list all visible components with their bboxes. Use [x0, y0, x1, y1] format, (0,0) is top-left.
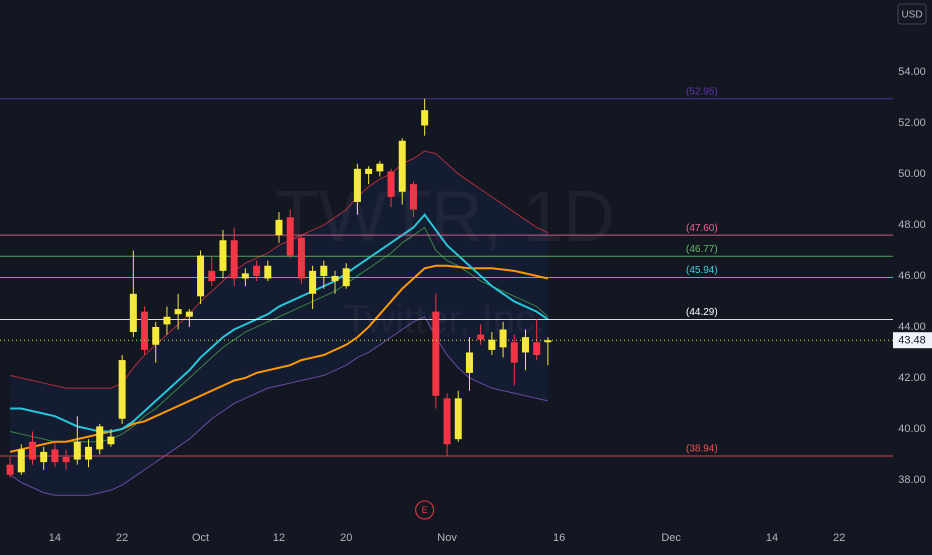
x-tick-label: 22: [116, 532, 128, 544]
candle-body: [309, 270, 317, 294]
candle-body: [264, 265, 272, 279]
candle-body: [421, 110, 429, 126]
candle-body: [510, 342, 518, 363]
y-tick-label: 42.00: [898, 372, 926, 384]
candle-body: [174, 309, 182, 315]
candle-body: [197, 255, 205, 297]
candle-body: [320, 265, 328, 276]
candle-body: [6, 464, 14, 475]
x-tick-label: Dec: [661, 532, 681, 544]
candle-body: [51, 449, 59, 463]
x-tick-label: 14: [49, 532, 61, 544]
candle-body: [297, 237, 305, 279]
candle-body: [499, 329, 507, 348]
x-tick-label: 22: [833, 532, 845, 544]
candle-body: [219, 240, 227, 271]
candle-body: [331, 275, 339, 282]
x-tick-label: 16: [553, 532, 565, 544]
indicator-line: [9, 316, 549, 496]
candle-body: [85, 446, 93, 460]
level-label: (52.95): [686, 86, 718, 97]
candle-body: [342, 268, 350, 287]
candle-body: [118, 360, 126, 419]
level-label: (45.94): [686, 265, 718, 276]
candle-body: [465, 352, 473, 373]
candle-body: [533, 342, 541, 355]
event-marker: [415, 500, 435, 520]
y-tick-label: 48.00: [898, 219, 926, 231]
y-tick-label: 38.00: [898, 474, 926, 486]
candle-body: [129, 293, 137, 333]
x-tick-label: Nov: [437, 532, 457, 544]
candle-body: [398, 140, 406, 192]
y-tick-label: 40.00: [898, 423, 926, 435]
level-label: (44.29): [686, 307, 718, 318]
level-label: (47.60): [686, 223, 718, 234]
candle-body: [107, 436, 115, 445]
candle-body: [488, 339, 496, 350]
candle-body: [208, 270, 216, 282]
candle-body: [253, 265, 261, 276]
candle-body: [241, 273, 249, 279]
candle-body: [477, 334, 485, 340]
x-tick-label: Oct: [192, 532, 209, 544]
candle-body: [163, 316, 171, 325]
candle-body: [230, 240, 238, 279]
candle-body: [454, 398, 462, 440]
event-label: E: [422, 505, 428, 515]
candle-body: [443, 398, 451, 445]
candle-body: [286, 217, 294, 256]
candle-body: [409, 184, 417, 210]
candle-body: [275, 219, 283, 236]
candle-body: [152, 326, 160, 345]
y-tick-label: 44.00: [898, 321, 926, 333]
currency-box[interactable]: [897, 3, 927, 25]
level-label: (46.77): [686, 244, 718, 255]
y-tick-label: 46.00: [898, 270, 926, 282]
x-tick-label: 14: [766, 532, 778, 544]
candle-body: [73, 441, 81, 460]
currency[interactable]: USD: [901, 10, 922, 21]
candle-body: [185, 311, 193, 317]
candle-body: [17, 449, 25, 473]
candle-body: [544, 340, 552, 343]
candle-body: [40, 451, 48, 463]
indicator-line: [9, 150, 549, 389]
y-tick-label: 50.00: [898, 168, 926, 180]
candle-body: [521, 337, 529, 353]
candle-body: [141, 311, 149, 350]
candle-body: [376, 163, 384, 172]
y-tick-label: 52.00: [898, 117, 926, 129]
x-tick-label: 12: [273, 532, 285, 544]
candle-body: [62, 457, 70, 463]
x-tick-label: 20: [340, 532, 352, 544]
candle-body: [353, 168, 361, 202]
last-price-label: 43.48: [898, 335, 926, 347]
candle-body: [432, 311, 440, 396]
candle-body: [365, 168, 373, 174]
candle-body: [28, 441, 36, 460]
last-price-badge: [893, 332, 932, 349]
candle-body: [387, 171, 395, 197]
y-tick-label: 54.00: [898, 66, 926, 78]
candle-body: [96, 426, 104, 450]
band-fill: [10, 150, 548, 496]
level-label: (38.94): [686, 444, 718, 455]
